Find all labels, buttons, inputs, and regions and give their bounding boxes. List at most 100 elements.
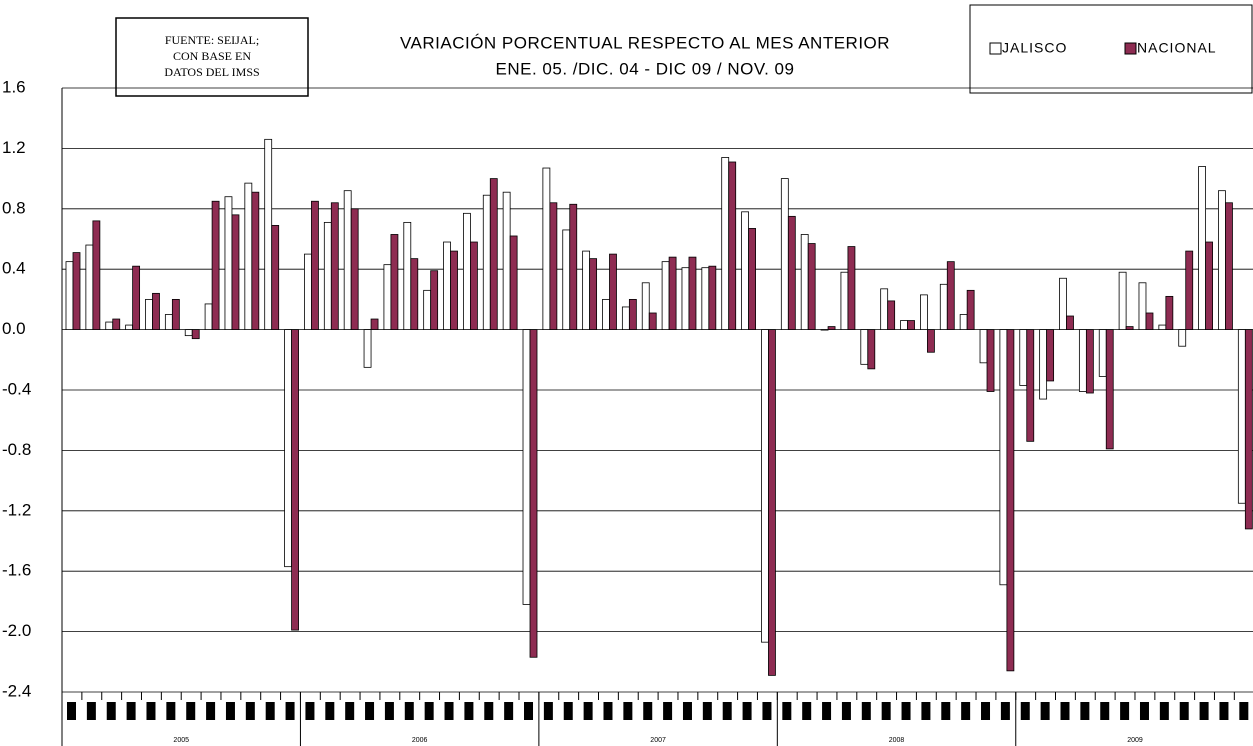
bar [827,326,836,330]
bar [291,329,299,631]
x-tick-label-blob [762,702,772,720]
legend-label: NACIONAL [1137,40,1217,56]
bar [1066,315,1074,331]
x-tick-label-blob [106,702,116,720]
x-tick-label-blob [921,702,931,720]
y-tick-label: -1.2 [2,500,31,519]
x-tick-label-blob [484,702,494,720]
bar [589,258,598,331]
bar [65,261,74,330]
bar [708,265,717,330]
bar [820,329,829,331]
x-tick-label-blob [225,702,235,720]
bar [668,256,677,330]
bar [741,211,749,331]
x-tick-label-blob [861,702,871,720]
bar [1198,166,1206,331]
bar [1178,329,1187,347]
bar [688,256,697,330]
bar [927,329,935,353]
bar [152,292,160,330]
bar [900,320,908,331]
bar [502,191,511,331]
source-text: DATOS DEL IMSS [164,65,259,79]
legend-swatch [1124,42,1137,55]
x-tick-label-blob [464,702,474,720]
bar [681,267,690,331]
bar [450,250,458,330]
y-tick-label: 1.6 [2,77,26,96]
bar [92,220,101,331]
bar [482,194,491,331]
bar [343,190,352,330]
year-label: 2009 [1127,737,1143,744]
x-tick-label-blob [782,702,792,720]
bar [728,161,737,331]
x-tick-label-blob [67,702,76,720]
x-tick-label-blob [643,702,653,720]
x-tick-label-blob [424,702,434,720]
bar [1185,250,1194,330]
bar [1237,329,1246,504]
x-tick-label-blob [265,702,275,720]
x-tick-label-blob [1120,702,1130,720]
x-tick-label-blob [126,702,136,720]
bar [609,253,617,331]
bar [1145,312,1154,330]
bar [1218,190,1226,330]
x-tick-label-blob [563,702,573,720]
bar [191,329,200,340]
bar [721,157,730,331]
bar [529,329,538,658]
bar [390,234,399,330]
bar [1006,329,1015,672]
x-tick-label-blob [524,702,534,720]
bar [939,283,948,330]
bar [423,289,432,330]
y-tick-label: 1.2 [2,138,26,157]
y-tick-label: -0.8 [2,440,31,459]
year-label: 2006 [412,737,428,744]
x-tick-label-blob [285,702,295,720]
x-tick-label-blob [1060,702,1070,720]
bar [542,167,551,331]
bar [1244,329,1253,530]
bar [807,243,816,330]
bar [582,250,591,330]
bar [1098,329,1107,377]
bar [271,225,280,331]
bar [840,271,849,331]
bar [284,329,292,568]
year-label: 2008 [889,737,905,744]
bar [867,329,876,370]
x-tick-label-blob [901,702,911,720]
y-tick-label: -2.4 [2,681,31,700]
x-tick-label-blob [404,702,414,720]
x-tick-label-blob [742,702,752,720]
bar [489,178,498,331]
x-tick-label-blob [802,702,812,720]
bar [1059,277,1067,331]
bar [244,182,253,331]
bar [761,329,769,643]
x-tick-label-blob [543,702,553,720]
bar [1205,241,1213,331]
legend-swatch [989,42,1002,55]
bar [311,200,319,331]
bar [125,324,134,331]
x-tick-label-blob [1000,702,1010,720]
bar [363,329,372,368]
x-tick-label-blob [1179,702,1189,720]
bar [522,329,531,605]
x-tick-label-blob [206,702,216,720]
year-label: 2007 [650,737,666,744]
x-tick-label-blob [1020,702,1030,720]
bar [641,282,650,331]
bar [1118,271,1127,331]
bar [85,244,94,330]
bar [1085,329,1094,394]
x-tick-label-blob [504,702,514,720]
bar [184,329,193,337]
x-tick-label-blob [146,702,156,720]
